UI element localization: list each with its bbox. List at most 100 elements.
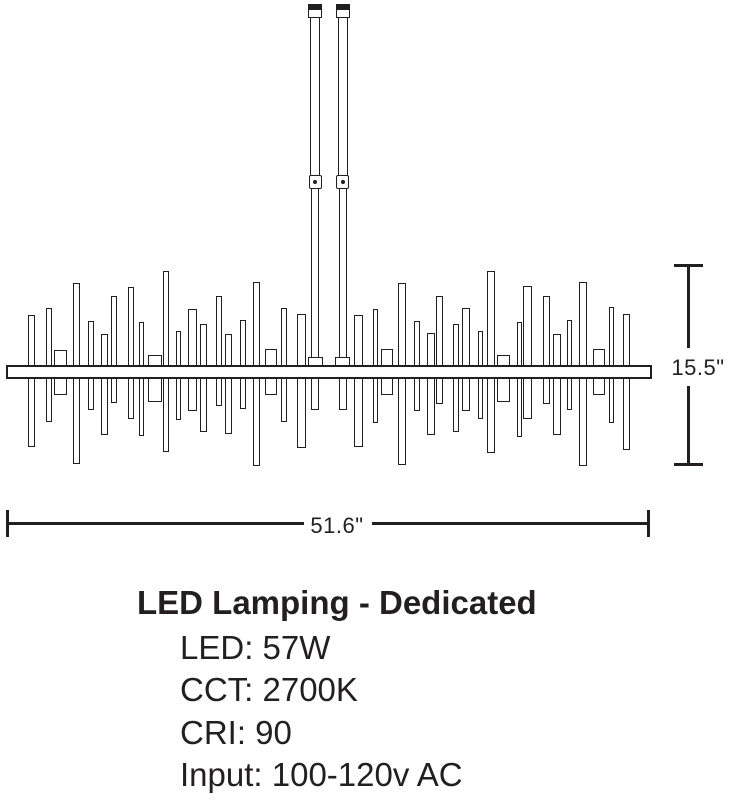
spec-input: Input: 100-120v AC	[180, 756, 463, 793]
fixture-bar-up	[216, 296, 222, 367]
fixture-bar-up	[128, 287, 134, 367]
fixture-bar-down	[73, 377, 80, 464]
fixture-bar-up	[240, 320, 246, 367]
fixture-bar-up	[225, 334, 232, 367]
fixture-band	[6, 365, 652, 379]
rod-ceiling-cap	[335, 4, 350, 10]
fixture-bar-up	[28, 315, 35, 367]
lamping-title: LED Lamping - Dedicated	[137, 584, 537, 621]
fixture-bar-up	[253, 282, 260, 367]
rod-shaft-lower	[311, 188, 319, 359]
fixture-bar-up	[478, 331, 483, 367]
fixture-bar-down	[414, 377, 420, 411]
fixture-bar-down	[163, 377, 169, 452]
fixture-bar-up	[427, 333, 435, 367]
fixture-bar-down	[453, 377, 459, 432]
fixture-bar-down	[148, 377, 162, 402]
height-dim-cap-bottom	[674, 463, 703, 466]
width-dim-label: 51.6"	[304, 513, 370, 539]
fixture-bar-down	[101, 377, 108, 435]
fixture-bar-down	[111, 377, 117, 403]
height-dim-line-upper	[687, 264, 690, 348]
fixture-bar-down	[497, 377, 510, 402]
fixture-bar-up	[462, 308, 470, 367]
rod-below-stub	[311, 377, 319, 410]
fixture-bar-down	[593, 377, 605, 395]
fixture-bar-down	[427, 377, 435, 435]
fixture-bar-down	[543, 377, 550, 404]
fixture-bar-down	[354, 377, 363, 447]
fixture-bar-down	[54, 377, 67, 395]
fixture-bar-up	[101, 334, 108, 367]
fixture-bar-down	[297, 377, 306, 448]
fixture-bar-up	[73, 283, 80, 367]
fixture-bar-down	[188, 377, 197, 411]
fixture-bar-down	[623, 377, 630, 450]
rod-shaft-upper	[310, 17, 320, 177]
fixture-bar-up	[623, 314, 630, 367]
fixture-bar-up	[188, 309, 197, 367]
fixture-bar-up	[297, 314, 306, 367]
fixture-bar-up	[517, 322, 522, 367]
rod-shaft-upper	[337, 17, 348, 177]
fixture-bar-down	[579, 377, 587, 466]
fixture-bar-down	[523, 377, 532, 419]
fixture-bar-down	[200, 377, 207, 432]
fixture-bar-up	[567, 320, 572, 367]
fixture-bar-up	[523, 286, 532, 367]
fixture-bar-down	[553, 377, 561, 435]
fixture-bar-down	[517, 377, 522, 437]
fixture-bar-down	[265, 377, 277, 395]
fixture-bar-up	[553, 334, 561, 367]
fixture-bar-up	[436, 296, 443, 367]
fixture-bar-down	[478, 377, 483, 419]
fixture-bar-down	[253, 377, 260, 466]
fixture-bar-down	[398, 377, 406, 465]
fixture-bar-up	[176, 331, 181, 367]
fixture-bar-up	[414, 321, 420, 367]
spec-cri: CRI: 90	[180, 714, 292, 751]
spec-cct: CCT: 2700K	[180, 671, 358, 708]
height-dim-line-lower	[687, 386, 690, 466]
height-dim-label: 15.5"	[662, 355, 731, 381]
fixture-bar-up	[487, 271, 495, 367]
fixture-bar-down	[88, 377, 94, 410]
fixture-bar-down	[373, 377, 378, 423]
fixture-bar-down	[176, 377, 181, 420]
rod-coupler-dot	[340, 180, 345, 184]
fixture-bar-down	[139, 377, 144, 436]
fixture-bar-down	[381, 377, 393, 395]
fixture-bar-down	[128, 377, 134, 419]
fixture-bar-up	[111, 296, 117, 367]
fixture-bar-up	[88, 321, 94, 367]
rod-coupler-dot	[313, 180, 317, 184]
fixture-bar-down	[46, 377, 52, 422]
fixture-bar-up	[373, 309, 378, 367]
fixture-bar-down	[216, 377, 222, 406]
width-dim-cap-right	[647, 510, 650, 537]
fixture-bar-up	[163, 271, 169, 367]
fixture-bar-up	[398, 283, 406, 367]
fixture-bar-up	[609, 307, 614, 367]
fixture-bar-down	[487, 377, 495, 453]
fixture-bar-up	[579, 282, 587, 367]
width-dim-line-left	[6, 522, 304, 525]
fixture-bar-up	[281, 308, 287, 367]
fixture-bar-down	[609, 377, 614, 423]
rod-below-stub	[338, 377, 347, 410]
fixture-bar-down	[436, 377, 443, 404]
fixture-bar-up	[200, 324, 207, 367]
width-dim-line-right	[372, 522, 650, 525]
fixture-bar-down	[567, 377, 572, 410]
rod-shaft-lower	[338, 188, 347, 359]
spec-led: LED: 57W	[180, 629, 331, 666]
fixture-bar-down	[28, 377, 35, 447]
rod-ceiling-cap	[308, 4, 322, 10]
fixture-bar-up	[46, 308, 52, 367]
fixture-bar-up	[354, 315, 363, 367]
fixture-bar-down	[462, 377, 470, 411]
fixture-bar-up	[139, 322, 144, 367]
fixture-bar-down	[240, 377, 246, 409]
